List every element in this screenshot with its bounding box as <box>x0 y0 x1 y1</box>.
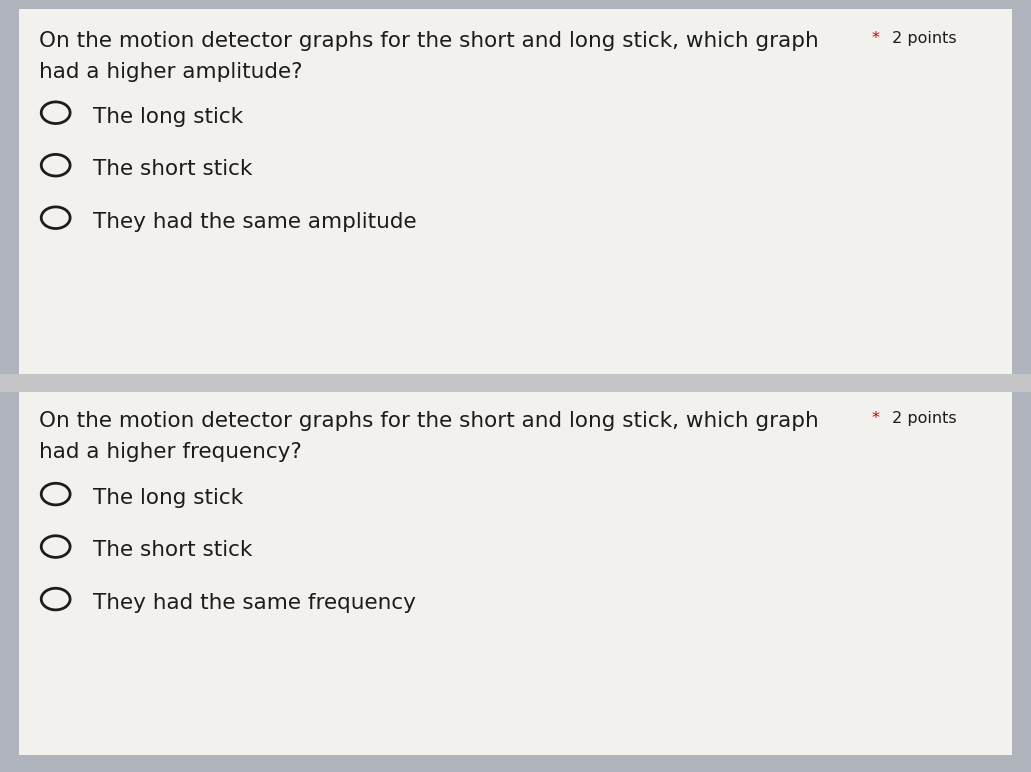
FancyBboxPatch shape <box>0 374 1031 392</box>
Text: *: * <box>871 411 879 425</box>
Text: On the motion detector graphs for the short and long stick, which graph: On the motion detector graphs for the sh… <box>39 411 819 431</box>
Text: *: * <box>871 31 879 46</box>
Text: The long stick: The long stick <box>93 488 243 508</box>
Text: The long stick: The long stick <box>93 107 243 127</box>
Text: 2 points: 2 points <box>887 411 957 425</box>
Text: The short stick: The short stick <box>93 159 253 179</box>
Text: had a higher amplitude?: had a higher amplitude? <box>39 62 303 82</box>
Text: They had the same amplitude: They had the same amplitude <box>93 212 417 232</box>
FancyBboxPatch shape <box>19 392 1012 755</box>
Text: had a higher frequency?: had a higher frequency? <box>39 442 302 462</box>
Text: They had the same frequency: They had the same frequency <box>93 593 415 613</box>
Text: 2 points: 2 points <box>887 31 957 46</box>
Text: The short stick: The short stick <box>93 540 253 560</box>
FancyBboxPatch shape <box>19 9 1012 374</box>
Text: On the motion detector graphs for the short and long stick, which graph: On the motion detector graphs for the sh… <box>39 31 819 51</box>
